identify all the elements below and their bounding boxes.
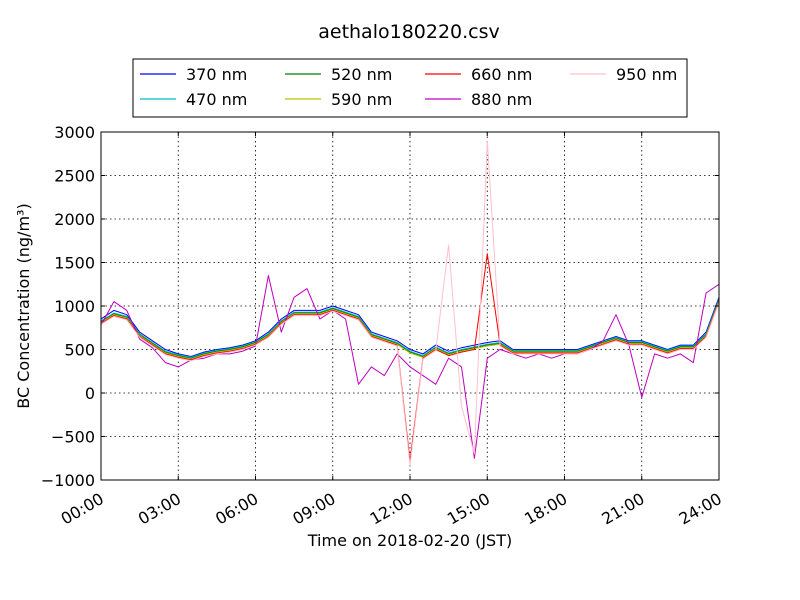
x-axis: 00:00 03:00 06:00 09:00 12:00 15:00 18:00 21:00… (58, 132, 725, 529)
plot-area-frame (100, 131, 720, 481)
y-tick-label: −1000 (41, 471, 95, 490)
x-tick-label: 03:00 (135, 489, 184, 529)
x-tick-label: 15:00 (444, 489, 493, 529)
legend: 370 nm 470 nm 520 nm 590 nm 660 nm 880 nm 950 … (132, 58, 688, 118)
y-tick-label: 3000 (54, 123, 95, 142)
x-tick-label: 21:00 (598, 489, 647, 529)
series-line-950-nm (101, 140, 719, 466)
y-tick-label: 1500 (54, 254, 95, 273)
y-tick-label: 2000 (54, 210, 95, 229)
y-tick-label: 2500 (54, 167, 95, 186)
legend-label: 880 nm (471, 90, 532, 109)
series-layer (101, 140, 719, 466)
y-axis-label: BC Concentration (ng/m³) (14, 203, 33, 408)
x-tick-label: 00:00 (58, 489, 107, 529)
grid-lines (100, 131, 720, 481)
series-line-590-nm (101, 300, 719, 360)
legend-label: 590 nm (331, 90, 392, 109)
y-tick-label: −500 (51, 428, 95, 447)
legend-label: 660 nm (471, 65, 532, 84)
legend-label: 370 nm (186, 65, 247, 84)
chart-title: aethalo180220.csv (318, 21, 500, 43)
legend-label: 950 nm (616, 65, 677, 84)
x-axis-label: Time on 2018-02-20 (JST) (307, 531, 512, 550)
x-tick-label: 06:00 (212, 489, 261, 529)
x-tick-label: 12:00 (367, 489, 416, 529)
x-tick-label: 09:00 (289, 489, 338, 529)
series-line-470-nm (101, 298, 719, 358)
x-tick-label: 18:00 (521, 489, 570, 529)
series-line-370-nm (101, 297, 719, 357)
series-line-520-nm (101, 299, 719, 359)
y-tick-label: 500 (64, 341, 95, 360)
y-tick-label: 0 (85, 384, 95, 403)
x-tick-label: 24:00 (676, 489, 725, 529)
series-line-880-nm (101, 275, 719, 459)
legend-frame (132, 58, 688, 118)
y-tick-label: 1000 (54, 297, 95, 316)
legend-label: 520 nm (331, 65, 392, 84)
legend-label: 470 nm (186, 90, 247, 109)
y-axis: −1000 −500 0 500 1000 1500 2000 2500 3000 (41, 123, 719, 490)
